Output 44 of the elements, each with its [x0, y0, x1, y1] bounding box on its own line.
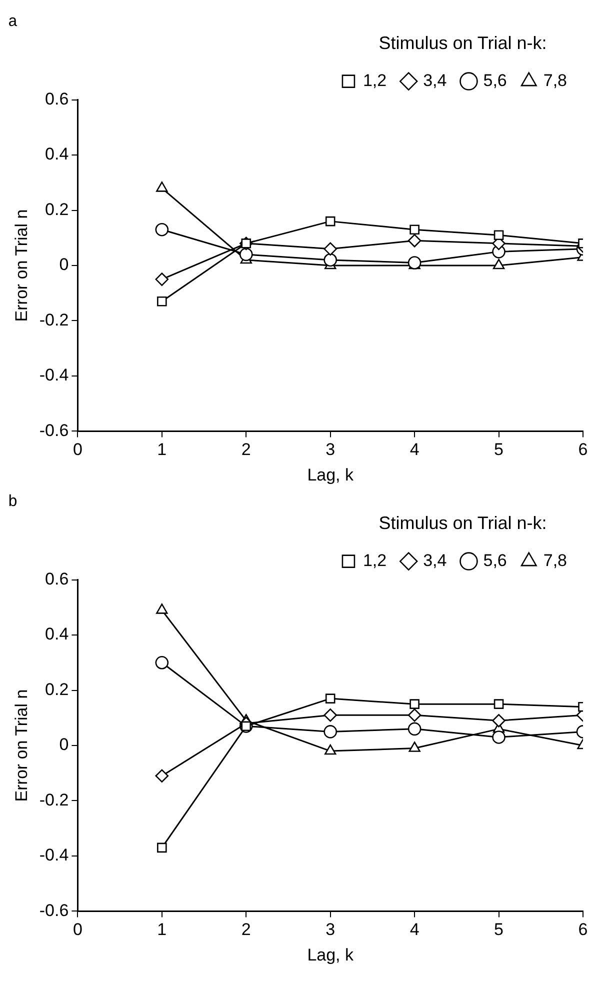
- y-tick-label: 0: [59, 255, 69, 274]
- x-tick-label: 5: [494, 920, 504, 940]
- x-tick-label: 1: [157, 920, 167, 940]
- legend-label: 1,2: [362, 550, 387, 570]
- y-tick-label: -0.4: [39, 366, 69, 385]
- legend-label: 7,8: [543, 550, 568, 570]
- y-tick-label: -0.6: [39, 900, 69, 920]
- legend-label: 5,6: [483, 70, 507, 90]
- x-tick-label: 3: [326, 440, 336, 460]
- y-tick-label: 0.4: [45, 624, 69, 644]
- x-tick-label: 6: [578, 440, 588, 460]
- legend-title: Stimulus on Trial n-k:: [378, 513, 547, 534]
- x-tick-label: 0: [72, 440, 82, 460]
- y-tick-label: -0.2: [39, 310, 69, 330]
- x-tick-label: 5: [494, 440, 504, 460]
- x-tick-label: 1: [157, 440, 167, 460]
- legend-label: 7,8: [543, 70, 568, 90]
- y-tick-label: -0.2: [39, 790, 69, 810]
- x-tick-label: 4: [410, 440, 420, 460]
- x-axis-title: Lag, k: [307, 945, 354, 964]
- x-tick-label: 2: [241, 440, 251, 460]
- legend-label: 3,4: [423, 550, 447, 570]
- chart-title: b: [8, 492, 18, 511]
- y-tick-label: 0.2: [45, 200, 69, 219]
- y-tick-label: 0.2: [45, 680, 69, 699]
- x-tick-label: 6: [578, 920, 588, 940]
- y-axis-title: Error on Trial n: [12, 689, 31, 802]
- y-tick-label: 0.6: [45, 569, 69, 588]
- x-tick-label: 2: [241, 920, 251, 940]
- x-axis-title: Lag, k: [307, 465, 354, 484]
- y-tick-label: -0.6: [39, 420, 69, 440]
- y-tick-label: 0.4: [45, 144, 69, 164]
- x-tick-label: 3: [326, 920, 336, 940]
- chart-title: a: [8, 12, 18, 31]
- y-tick-label: 0: [59, 735, 69, 754]
- x-tick-label: 0: [72, 920, 82, 940]
- y-tick-label: 0.6: [45, 89, 69, 108]
- legend-title: Stimulus on Trial n-k:: [378, 33, 547, 54]
- y-axis-title: Error on Trial n: [12, 209, 31, 322]
- legend-label: 3,4: [423, 70, 447, 90]
- y-tick-label: -0.4: [39, 846, 69, 865]
- legend-label: 1,2: [362, 70, 387, 90]
- legend-label: 5,6: [483, 550, 507, 570]
- x-tick-label: 4: [410, 920, 420, 940]
